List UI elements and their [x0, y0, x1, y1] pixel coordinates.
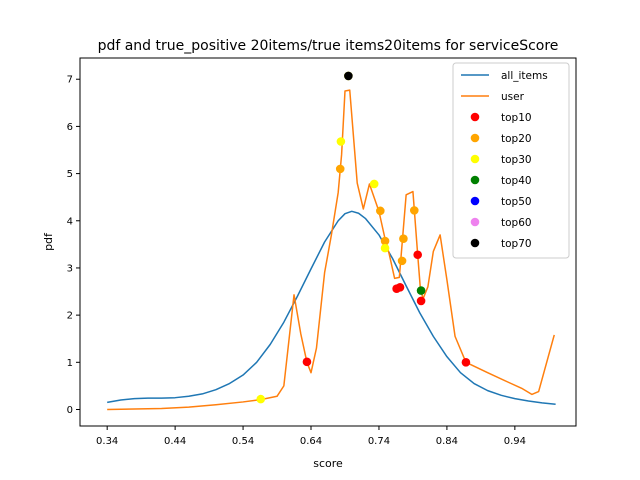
point-top20	[376, 206, 385, 216]
legend-swatch-top70	[470, 238, 480, 248]
x-tick-label: 0.44	[164, 436, 186, 447]
x-tick-label: 0.34	[96, 436, 118, 447]
point-top30	[336, 137, 346, 146]
y-tick-label: 6	[67, 122, 73, 133]
legend-swatch-top20	[470, 133, 480, 143]
y-tick-label: 2	[67, 311, 73, 322]
legend-label-top70: top70	[501, 238, 532, 250]
legend-swatch-top10	[470, 112, 480, 122]
y-tick-label: 4	[67, 216, 73, 227]
legend-label-all-items: all_items	[501, 70, 548, 82]
x-tick-label: 0.64	[300, 436, 322, 447]
y-tick-label: 0	[67, 405, 73, 416]
y-axis: 0 1 2 3 4 5 6 7	[67, 75, 80, 416]
x-tick-label: 0.94	[504, 436, 526, 447]
legend-label-user: user	[501, 91, 525, 103]
y-tick-label: 5	[67, 169, 73, 180]
legend-swatch-top40	[470, 175, 480, 185]
y-tick-label: 7	[67, 75, 73, 86]
point-top10	[395, 282, 405, 292]
point-top10	[302, 357, 312, 367]
point-top40	[416, 286, 426, 295]
legend-label-top20: top20	[501, 133, 532, 145]
plot-frame	[79, 57, 577, 427]
x-axis: 0.34 0.44 0.54 0.64 0.74 0.84 0.94	[96, 426, 526, 447]
point-top30	[369, 179, 379, 189]
series-layer	[107, 89, 556, 411]
point-top10	[413, 250, 422, 260]
legend-label-top40: top40	[501, 175, 532, 187]
y-tick-label: 1	[67, 358, 73, 369]
legend-box	[452, 62, 570, 259]
x-tick-label: 0.74	[368, 436, 390, 447]
x-axis-title: score	[313, 457, 343, 470]
x-tick-label: 0.84	[436, 436, 458, 447]
point-top10	[461, 358, 471, 367]
point-top30	[380, 243, 390, 253]
legend-swatch-top60	[470, 217, 480, 227]
y-axis-title: pdf	[42, 232, 55, 251]
legend-swatch-top30	[470, 154, 480, 164]
point-top70	[344, 71, 353, 81]
point-top20	[335, 164, 345, 174]
point-top20	[399, 234, 408, 243]
point-top10	[416, 296, 426, 306]
series-line-user	[107, 89, 555, 411]
y-tick-label: 3	[67, 263, 73, 274]
legend-label-top30: top30	[501, 154, 532, 166]
legend-label-top10: top10	[501, 112, 532, 124]
legend-label-top60: top60	[501, 217, 532, 229]
point-top20	[409, 206, 419, 215]
points-layer	[256, 71, 471, 404]
legend-swatch-top50	[470, 196, 480, 206]
point-top20	[397, 256, 407, 266]
point-top30	[256, 394, 266, 404]
series-line-all-items	[107, 210, 556, 406]
chart-title: pdf and true_positive 20items/true items…	[98, 38, 559, 54]
x-tick-label: 0.54	[232, 436, 254, 447]
legend-label-top50: top50	[501, 196, 532, 208]
point-top20	[380, 236, 390, 246]
